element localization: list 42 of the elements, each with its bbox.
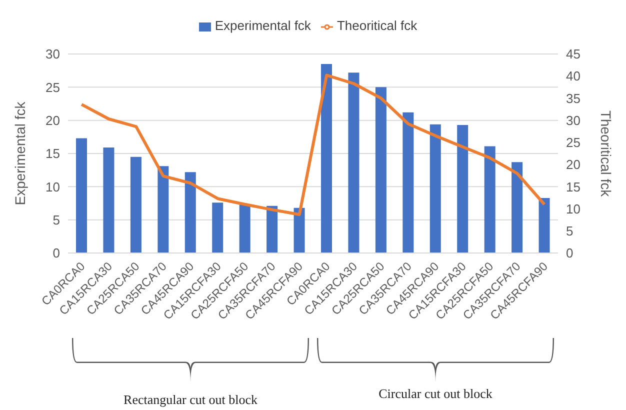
y-axis-title: Experimental fck	[12, 100, 28, 206]
y2-tick-label: 40	[566, 68, 580, 84]
y-tick-label: 5	[52, 212, 60, 228]
text: Rectangular cut out block	[124, 392, 258, 407]
bar	[239, 204, 250, 253]
line-series	[80, 74, 546, 216]
bar	[321, 64, 332, 253]
text: Circular cut out block	[378, 386, 493, 401]
y2-tick-label: 20	[566, 157, 580, 172]
y2-axis-title: Theoritical fck	[598, 110, 614, 198]
y2-tick-label: 10	[566, 201, 580, 216]
y2-tick-label: 5	[566, 224, 574, 239]
y-tick-label: 0	[52, 246, 60, 261]
y-tick-label: 25	[46, 80, 60, 95]
legend-label: Theoritical fck	[336, 18, 418, 33]
legend-label: Experimental fck	[214, 18, 311, 33]
y2-tick-label: 25	[566, 135, 580, 150]
bar	[484, 146, 496, 253]
y-tick-label: 10	[46, 179, 60, 194]
bar	[402, 112, 414, 253]
bar	[130, 156, 142, 253]
bar	[76, 138, 87, 253]
bar	[457, 124, 468, 253]
bar	[375, 87, 386, 253]
bar	[294, 208, 305, 253]
bar	[512, 162, 523, 253]
bar	[103, 148, 114, 253]
bar	[158, 166, 169, 253]
y2-tick-label: 35	[566, 90, 580, 106]
y-tick-label: 15	[46, 146, 60, 162]
y2-tick-label: 15	[566, 179, 580, 194]
y2-tick-label: 30	[566, 112, 580, 128]
bar	[348, 72, 360, 253]
bar	[184, 172, 196, 253]
y2-tick-label: 0	[566, 246, 574, 261]
y-tick-label: 20	[46, 112, 60, 128]
y2-tick-label: 45	[566, 46, 580, 62]
bar	[538, 198, 550, 253]
bar	[212, 202, 224, 253]
bar	[430, 124, 441, 253]
bar	[266, 206, 278, 253]
y-tick-label: 30	[46, 46, 60, 62]
